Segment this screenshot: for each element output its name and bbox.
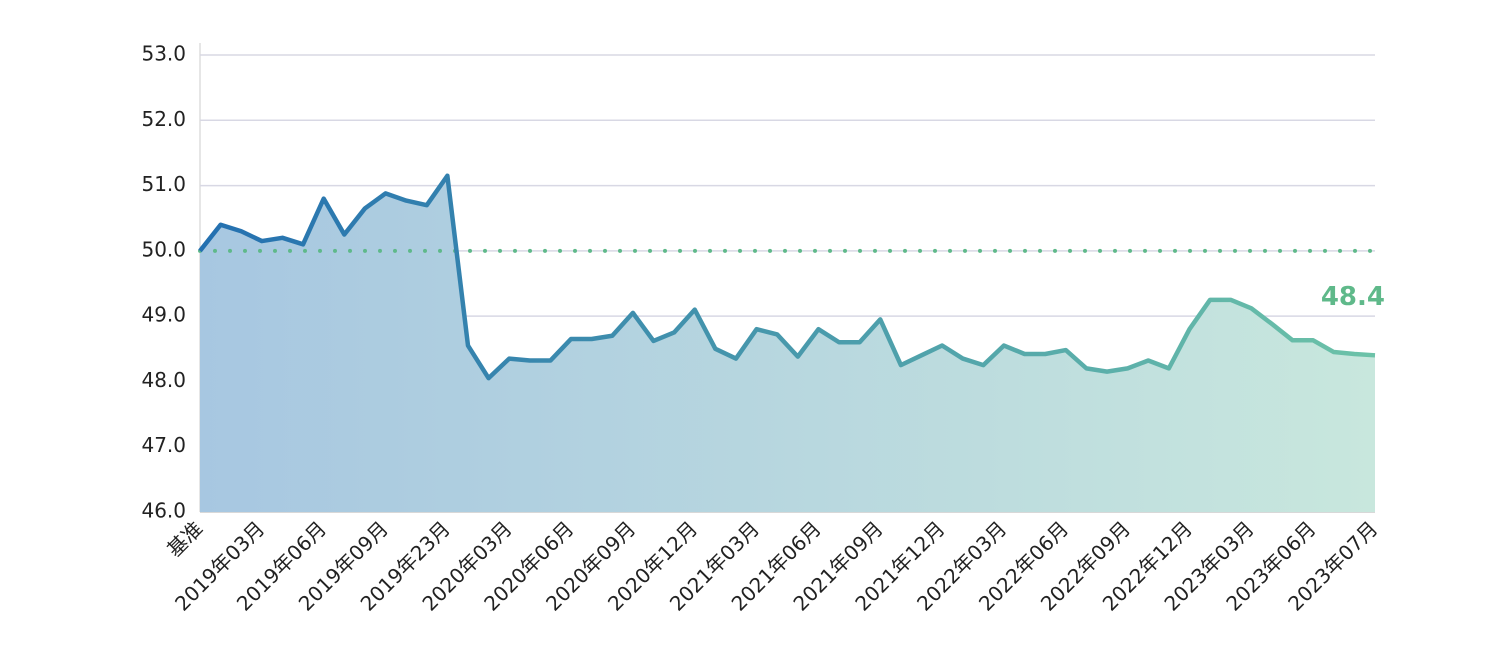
y-tick-label: 52.0 (141, 107, 186, 131)
y-tick-label: 46.0 (141, 499, 186, 523)
x-tick-label: 基准 (162, 516, 207, 561)
y-tick-label: 53.0 (141, 42, 186, 66)
y-tick-label: 51.0 (141, 172, 186, 196)
y-tick-label: 49.0 (141, 303, 186, 327)
y-tick-label: 47.0 (141, 433, 186, 457)
last-value-label: 48.4 (1321, 282, 1385, 312)
y-tick-label: 48.0 (141, 368, 186, 392)
area-line (198, 173, 1376, 381)
y-tick-label: 50.0 (141, 237, 186, 261)
area-fill (200, 175, 1375, 512)
